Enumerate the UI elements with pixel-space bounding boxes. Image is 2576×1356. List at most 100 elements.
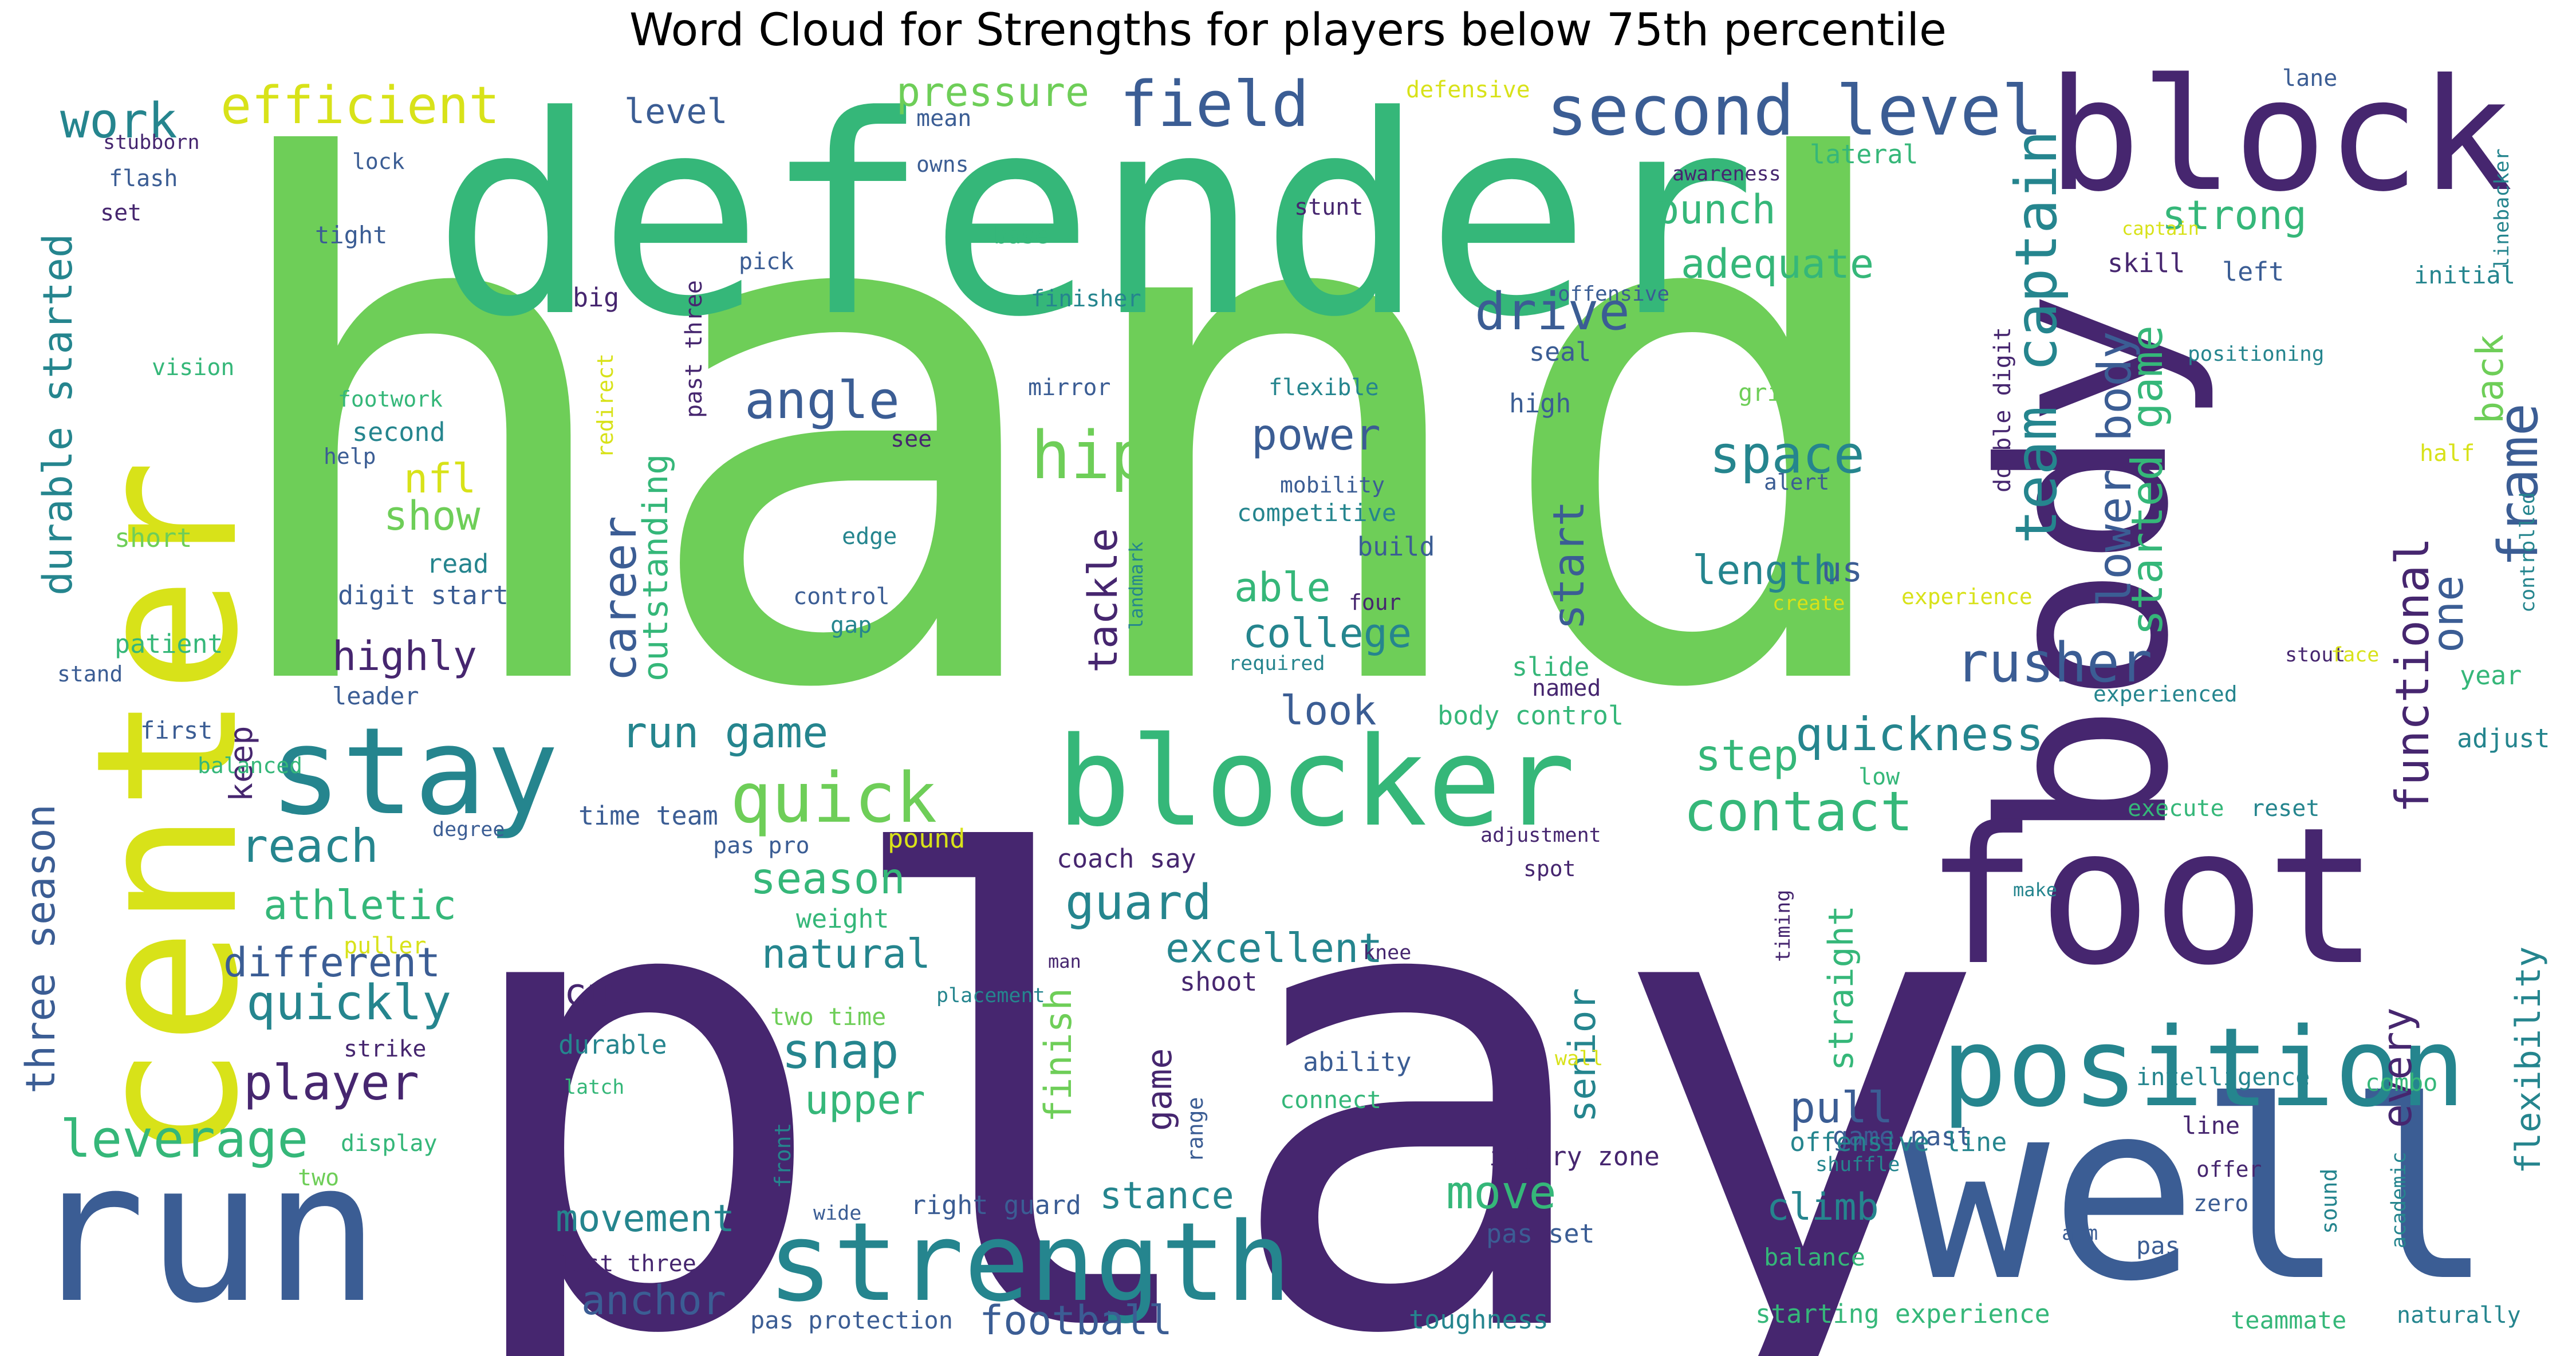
cloud-word: rusher bbox=[1956, 632, 2152, 695]
cloud-word: offensive line bbox=[1790, 1127, 2007, 1157]
chart-title: Word Cloud for Strengths for players bel… bbox=[629, 5, 1947, 56]
cloud-word: puller bbox=[344, 933, 427, 959]
cloud-word: short bbox=[115, 523, 192, 553]
cloud-word: anchor bbox=[581, 1277, 726, 1324]
cloud-word: adequate bbox=[1681, 241, 1874, 287]
cloud-word: season bbox=[750, 853, 905, 904]
cloud-word: reset bbox=[2251, 795, 2319, 822]
cloud-word: flexible bbox=[1269, 375, 1379, 401]
cloud-word: build bbox=[1357, 531, 1435, 562]
cloud-word: efficient bbox=[220, 76, 500, 136]
cloud-word: injury zone bbox=[1489, 1141, 1660, 1172]
cloud-word: past three bbox=[681, 280, 707, 418]
cloud-word: gap bbox=[830, 612, 872, 638]
cloud-word: experienced bbox=[2093, 681, 2238, 707]
cloud-word: work bbox=[60, 93, 178, 149]
cloud-word: every bbox=[2374, 1007, 2421, 1128]
cloud-word: run game bbox=[621, 707, 828, 758]
cloud-word: display bbox=[341, 1130, 438, 1157]
cloud-word: four bbox=[1349, 590, 1401, 615]
cloud-word: execute bbox=[2128, 795, 2224, 822]
cloud-word: control bbox=[793, 584, 890, 610]
cloud-word: pas pro bbox=[713, 833, 810, 859]
cloud-word: pas protection bbox=[750, 1306, 953, 1334]
cloud-word: strike bbox=[344, 1036, 427, 1062]
cloud-word: college bbox=[1243, 610, 1412, 657]
cloud-word: combo bbox=[2365, 1069, 2437, 1097]
cloud-word: tackle bbox=[1080, 528, 1126, 673]
cloud-word: awareness bbox=[1672, 163, 1781, 186]
cloud-word: play bbox=[447, 728, 1991, 1356]
cloud-word: frame bbox=[2487, 403, 2550, 567]
cloud-word: sound bbox=[2317, 1169, 2342, 1234]
cloud-word: leader bbox=[332, 682, 419, 710]
cloud-word: intelligence bbox=[2136, 1063, 2310, 1091]
cloud-word: highly bbox=[332, 633, 477, 680]
cloud-word: latch bbox=[564, 1076, 624, 1099]
cloud-word: year bbox=[2460, 660, 2522, 691]
cloud-word: body bbox=[1953, 290, 2219, 842]
cloud-word: footwork bbox=[338, 387, 443, 412]
cloud-word: zero bbox=[2193, 1191, 2248, 1217]
cloud-word: wall bbox=[1555, 1047, 1603, 1070]
cloud-word: look bbox=[1280, 687, 1377, 734]
cloud-word: us bbox=[1821, 550, 1862, 590]
cloud-word: reach bbox=[241, 819, 379, 873]
cloud-word: cut bbox=[564, 971, 631, 1014]
cloud-word: show bbox=[384, 492, 480, 539]
cloud-word: adjustment bbox=[1480, 824, 1601, 847]
cloud-word: step bbox=[1695, 730, 1799, 781]
cloud-word: climb bbox=[1767, 1186, 1879, 1229]
cloud-word: stand bbox=[57, 661, 123, 687]
cloud-word: durable started bbox=[34, 234, 81, 596]
cloud-word: player bbox=[243, 1055, 419, 1111]
cloud-word: stay bbox=[269, 701, 559, 842]
cloud-word: start bbox=[1543, 500, 1594, 630]
cloud-word: spot bbox=[1523, 856, 1576, 881]
cloud-word: senior bbox=[1561, 988, 1604, 1122]
cloud-word: skill bbox=[2108, 248, 2185, 278]
cloud-word: create bbox=[1773, 592, 1845, 615]
cloud-word: two bbox=[298, 1165, 339, 1191]
cloud-word: balanced bbox=[198, 753, 302, 778]
cloud-word: double digit bbox=[1990, 327, 2016, 492]
cloud-word: second level bbox=[1546, 72, 2043, 151]
cloud-word: three season bbox=[17, 804, 64, 1094]
cloud-word: natural bbox=[762, 931, 931, 977]
cloud-word: shuffle bbox=[1815, 1153, 1900, 1176]
cloud-word: center bbox=[54, 459, 281, 1162]
cloud-word: stout bbox=[2285, 644, 2345, 667]
cloud-word: controlled bbox=[2516, 492, 2539, 613]
cloud-word: landmark bbox=[1125, 542, 1147, 630]
cloud-word: snap bbox=[782, 1023, 899, 1080]
cloud-word: career bbox=[593, 516, 647, 681]
cloud-word: read bbox=[427, 549, 489, 579]
cloud-word: left bbox=[2222, 257, 2284, 287]
cloud-word: angle bbox=[745, 370, 900, 431]
cloud-word: big bbox=[573, 282, 619, 313]
cloud-word: length bbox=[1692, 547, 1837, 594]
cloud-word: guard bbox=[1065, 874, 1212, 931]
cloud-word: vision bbox=[152, 354, 235, 381]
cloud-word: functional bbox=[2386, 537, 2439, 813]
cloud-word: offensive bbox=[1558, 282, 1669, 306]
cloud-word: field bbox=[1120, 68, 1309, 141]
cloud-word: mean bbox=[916, 105, 971, 132]
cloud-word: experience bbox=[1901, 584, 2033, 609]
cloud-word: toughness bbox=[1409, 1304, 1549, 1335]
cloud-word: half bbox=[2420, 440, 2475, 467]
cloud-word: timing bbox=[1772, 890, 1795, 962]
cloud-word: face bbox=[2331, 644, 2379, 667]
cloud-word: pick bbox=[739, 249, 794, 275]
cloud-word: naturally bbox=[2397, 1302, 2521, 1329]
cloud-word: stubborn bbox=[103, 131, 200, 154]
cloud-word: mobility bbox=[1280, 472, 1385, 498]
cloud-word: mirror bbox=[1028, 375, 1111, 401]
cloud-word: base bbox=[994, 223, 1049, 249]
cloud-word: body control bbox=[1437, 700, 1624, 731]
cloud-word: coach say bbox=[1057, 843, 1196, 874]
cloud-word: high bbox=[1509, 388, 1571, 419]
cloud-word: excellent bbox=[1165, 925, 1382, 972]
cloud-word: pas set bbox=[1486, 1219, 1595, 1249]
